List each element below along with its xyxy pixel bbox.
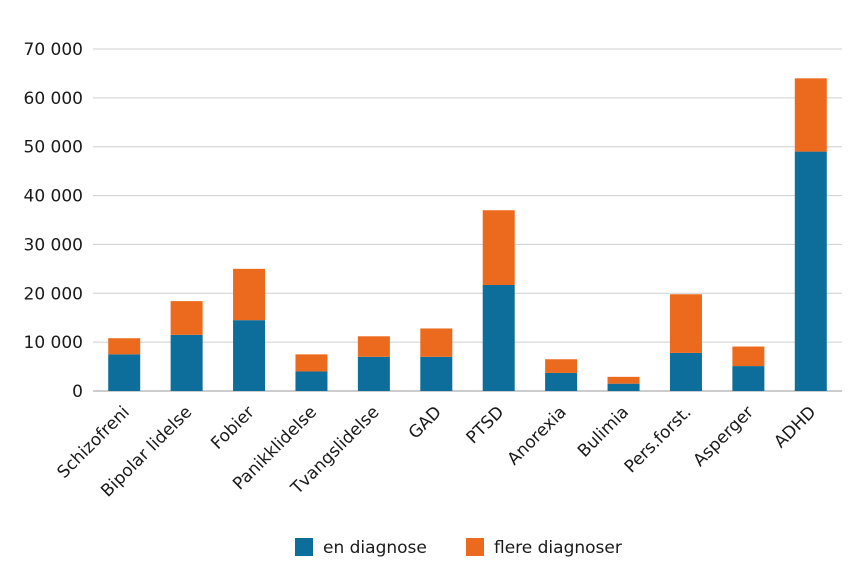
bar-segment-flere-diagnoser (233, 268, 266, 321)
bar-segment-flere-diagnoser (732, 346, 765, 367)
y-tick-label: 70 000 (24, 40, 83, 60)
bar-segment-en-diagnose (669, 352, 702, 391)
legend: en diagnose flere diagnoser (295, 538, 622, 558)
x-tick-label: Fobier (207, 402, 258, 453)
x-tick-label: Bulimia (574, 402, 633, 461)
bar-segment-en-diagnose (732, 366, 765, 391)
legend-swatch-flere-diagnoser (466, 538, 484, 556)
bar-segment-en-diagnose (170, 334, 203, 391)
bar-segment-en-diagnose (233, 320, 266, 391)
bar-segment-flere-diagnoser (420, 328, 453, 357)
y-tick-label: 60 000 (24, 89, 83, 109)
bars (108, 78, 827, 391)
bar-segment-en-diagnose (482, 284, 515, 391)
bar-segment-flere-diagnoser (295, 354, 328, 372)
bar-segment-en-diagnose (357, 356, 390, 391)
grid-lines (93, 48, 842, 392)
bar-segment-flere-diagnoser (545, 359, 578, 373)
bar-segment-en-diagnose (607, 383, 640, 391)
y-tick-label: 0 (72, 382, 83, 402)
bar-segment-flere-diagnoser (170, 301, 203, 335)
x-tick-label: Pers.forst. (621, 402, 696, 477)
bar-segment-flere-diagnoser (607, 376, 640, 384)
bar-segment-en-diagnose (420, 356, 453, 391)
bar-segment-en-diagnose (545, 372, 578, 391)
y-tick-label: 50 000 (24, 138, 83, 158)
bar-segment-flere-diagnoser (669, 294, 702, 353)
x-tick-label: ADHD (770, 402, 820, 452)
bar-segment-flere-diagnoser (108, 338, 141, 355)
bar-segment-flere-diagnoser (482, 210, 515, 285)
bar-segment-en-diagnose (295, 371, 328, 391)
bar-segment-flere-diagnoser (794, 78, 827, 152)
y-tick-label: 10 000 (24, 333, 83, 353)
bar-segment-flere-diagnoser (357, 336, 390, 357)
x-tick-label: GAD (405, 402, 446, 443)
bar-segment-en-diagnose (108, 354, 141, 391)
legend-label-flere-diagnoser: flere diagnoser (494, 538, 622, 558)
y-tick-label: 30 000 (24, 235, 83, 255)
x-tick-label: Asperger (690, 402, 758, 470)
y-tick-label: 20 000 (24, 284, 83, 304)
y-axis: 0 10 000 20 000 30 000 40 000 50 000 60 000 70 … (24, 40, 83, 402)
bar-segment-en-diagnose (794, 151, 827, 391)
x-tick-label: Anorexia (504, 402, 571, 469)
x-tick-label: PTSD (463, 402, 509, 448)
legend-swatch-en-diagnose (295, 538, 313, 556)
legend-label-en-diagnose: en diagnose (323, 538, 427, 558)
y-tick-label: 40 000 (24, 187, 83, 207)
